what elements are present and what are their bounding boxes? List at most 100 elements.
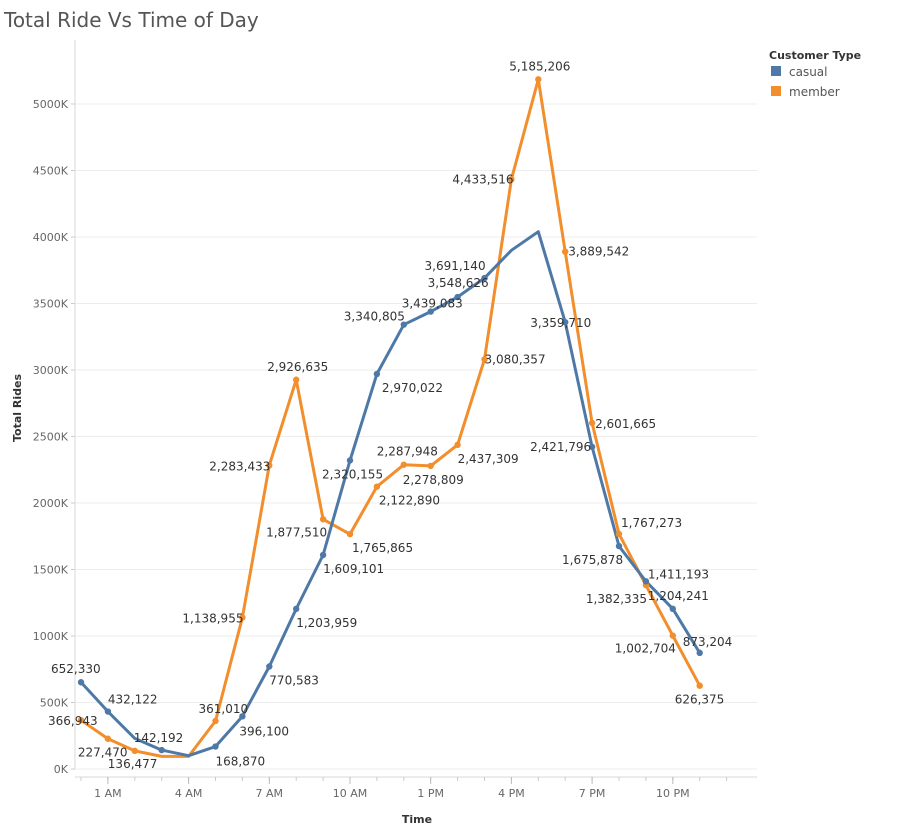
member-point[interactable] [427, 462, 434, 470]
legend-swatch-member[interactable] [771, 86, 781, 96]
x-tick-label: 7 PM [579, 787, 606, 800]
member-point[interactable] [131, 747, 138, 755]
member-point[interactable] [266, 462, 273, 469]
casual-point[interactable] [346, 457, 354, 464]
member-data-label: 366,943 [48, 714, 98, 728]
casual-data-label: 3,548,626 [428, 276, 489, 290]
casual-point[interactable] [427, 308, 434, 315]
casual-data-label: 2,970,022 [382, 381, 443, 395]
casual-point[interactable] [696, 649, 703, 657]
member-data-label: 227,470 [78, 746, 128, 760]
member-point[interactable] [615, 530, 623, 538]
casual-point[interactable] [212, 743, 219, 750]
y-tick-label: 2500K [33, 431, 69, 444]
y-tick-label: 0K [54, 763, 69, 776]
member-point[interactable] [481, 356, 488, 363]
member-data-label: 3,889,542 [568, 245, 629, 259]
member-point[interactable] [508, 176, 515, 183]
member-data-label: 1,382,335 [586, 592, 647, 606]
casual-data-label: 652,330 [51, 662, 101, 676]
member-point[interactable] [588, 419, 596, 427]
x-axis: 1 AM 4 AM 7 AM 10 AM 1 PM 4 PM 7 PM 10 PM [75, 776, 757, 800]
y-tick-label: 5000K [33, 98, 69, 111]
y-axis-title: Total Rides [11, 374, 24, 442]
member-point[interactable] [212, 717, 219, 725]
casual-point[interactable] [669, 605, 676, 613]
member-data-label: 2,278,809 [403, 473, 464, 487]
legend: Customer Type casual member [769, 49, 861, 99]
casual-point[interactable] [266, 663, 273, 670]
casual-point[interactable] [588, 443, 596, 451]
chart-title: Total Ride Vs Time of Day [3, 8, 259, 32]
legend-swatch-casual[interactable] [771, 66, 781, 76]
member-point[interactable] [319, 516, 327, 523]
casual-point[interactable] [481, 274, 488, 282]
casual-data-label: 770,583 [269, 674, 319, 688]
member-point[interactable] [669, 632, 676, 639]
member-data-label: 1,767,273 [621, 516, 682, 530]
member-data-label: 2,283,433 [209, 459, 270, 473]
casual-data-label: 3,439,083 [402, 297, 463, 311]
casual-data-label: 3,359,710 [530, 316, 591, 330]
y-axis: 0K 500K 1000K 1500K 2000K 2500K 3000K 3500K 4000… [33, 98, 75, 776]
member-point[interactable] [400, 461, 407, 468]
x-tick-label: 7 AM [256, 787, 284, 800]
casual-point[interactable] [642, 578, 650, 585]
casual-point[interactable] [400, 321, 407, 328]
casual-data-label: 1,204,241 [648, 589, 709, 603]
casual-point[interactable] [319, 551, 327, 559]
member-data-label: 1,877,510 [266, 525, 327, 539]
casual-point[interactable] [373, 370, 381, 378]
casual-series-line [79, 230, 702, 758]
casual-data-label: 3,691,140 [425, 259, 486, 273]
casual-point[interactable] [239, 713, 246, 720]
casual-point[interactable] [77, 679, 85, 686]
casual-point[interactable] [615, 542, 623, 550]
member-point[interactable] [454, 441, 461, 449]
casual-point[interactable] [104, 708, 112, 715]
series-points [77, 76, 703, 755]
member-data-label: 2,437,309 [458, 452, 519, 466]
casual-data-label: 2,421,796 [530, 440, 591, 454]
member-point[interactable] [77, 716, 85, 724]
legend-label-member[interactable]: member [789, 85, 840, 99]
casual-data-label: 1,203,959 [296, 616, 357, 630]
member-point[interactable] [346, 530, 354, 538]
y-tick-label: 500K [40, 697, 69, 710]
member-point[interactable] [562, 248, 569, 255]
member-point[interactable] [535, 76, 542, 83]
casual-point[interactable] [562, 318, 569, 326]
member-data-label: 4,433,516 [452, 172, 513, 186]
member-data-label: 3,080,357 [485, 352, 546, 366]
casual-point[interactable] [454, 293, 461, 301]
x-tick-label: 4 PM [498, 787, 525, 800]
x-tick-label: 4 AM [175, 787, 203, 800]
casual-data-label: 142,192 [134, 731, 184, 745]
y-tick-label: 3500K [33, 298, 69, 311]
member-data-label: 361,010 [199, 702, 249, 716]
member-point[interactable] [373, 483, 381, 490]
x-tick-label: 10 PM [656, 787, 690, 800]
member-point[interactable] [293, 376, 300, 383]
member-data-label: 5,185,206 [509, 59, 570, 73]
member-point[interactable] [696, 682, 703, 689]
y-tick-label: 3000K [33, 364, 69, 377]
legend-label-casual[interactable]: casual [789, 65, 828, 79]
member-point[interactable] [239, 614, 246, 621]
casual-data-label: 1,609,101 [323, 562, 384, 576]
casual-data-label: 1,411,193 [648, 567, 709, 581]
casual-point[interactable] [158, 746, 165, 754]
member-data-label: 136,477 [108, 757, 158, 771]
y-tick-label: 4500K [33, 165, 69, 178]
casual-data-label: 396,100 [239, 724, 289, 738]
member-point[interactable] [104, 735, 112, 742]
member-data-label: 626,375 [675, 693, 725, 707]
casual-point[interactable] [293, 605, 300, 613]
casual-data-label: 873,204 [683, 635, 733, 649]
member-data-label: 2,122,890 [379, 494, 440, 508]
casual-data-label: 2,320,155 [322, 467, 383, 481]
member-series-line [79, 77, 702, 758]
y-tick-label: 1000K [33, 630, 69, 643]
x-axis-title: Time [402, 813, 432, 826]
